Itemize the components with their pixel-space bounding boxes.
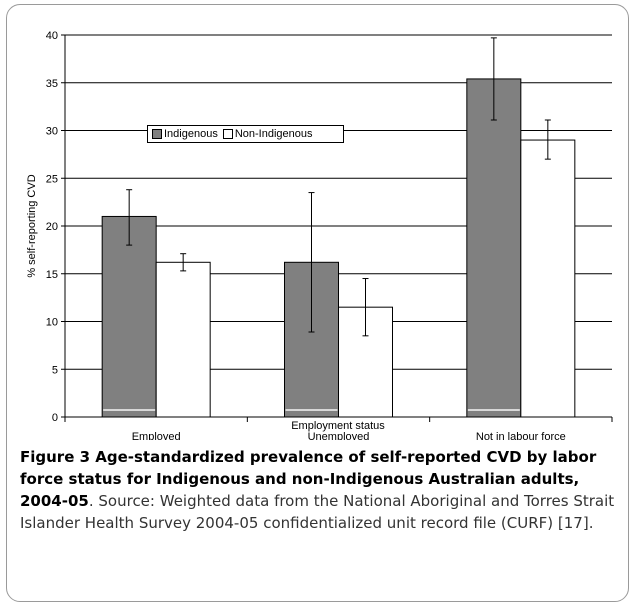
y-tick-label: 15 [46, 269, 58, 281]
bar-non-indigenous [520, 139, 576, 418]
caption-title: Figure 3 Age-standardized prevalence of … [20, 448, 597, 510]
legend-swatch-indigenous [152, 129, 162, 139]
bar-indigenous [101, 215, 157, 418]
x-tick-label: Employed [132, 431, 181, 440]
y-tick-label: 0 [52, 412, 58, 424]
y-tick-label: 5 [52, 364, 58, 376]
y-tick-label: 20 [46, 221, 58, 233]
y-axis-label: % self-reporting CVD [26, 174, 38, 277]
axes: 0 5 10 15 20 25 30 35 40 Employed Unemployed Not in… [46, 30, 613, 440]
y-tick-label: 35 [46, 78, 58, 90]
bar-indigenous [466, 78, 522, 418]
y-tick-label: 25 [46, 173, 58, 185]
legend-item-non-indigenous: Non-Indigenous [222, 128, 313, 140]
bars [101, 37, 576, 418]
x-tick-label: Unemployed [308, 431, 370, 440]
legend-swatch-non-indigenous [222, 129, 233, 139]
x-tick-label: Not in labour force [476, 431, 566, 440]
legend-item-indigenous: Indigenous [152, 128, 218, 140]
y-tick-label: 10 [46, 317, 58, 329]
bar-chart: 0 5 10 15 20 25 30 35 40 Employed Unemployed Not in… [26, 30, 613, 440]
legend: Indigenous Non-Indigenous [147, 125, 344, 143]
y-tick-label: 40 [46, 30, 58, 42]
caption-body: . Source: Weighted data from the Nationa… [20, 492, 615, 532]
y-tick-label: 30 [46, 126, 58, 138]
x-axis-label: Employment status [291, 420, 385, 432]
legend-label-indigenous: Indigenous [164, 128, 218, 140]
legend-label-non-indigenous: Non-Indigenous [234, 128, 313, 140]
bar-non-indigenous [155, 261, 211, 418]
figure-caption: Figure 3 Age-standardized prevalence of … [20, 446, 620, 534]
